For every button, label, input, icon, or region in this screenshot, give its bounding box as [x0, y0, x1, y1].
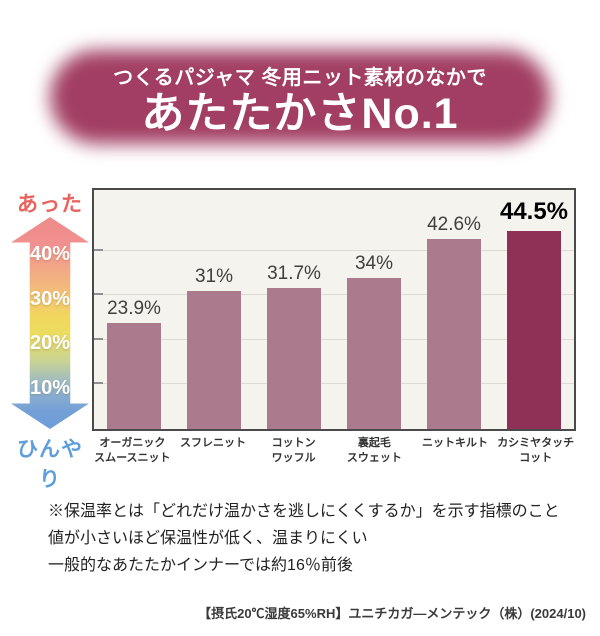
axis-tick-label: 30% [29, 288, 71, 310]
axis-tick [94, 382, 103, 384]
category-label: ニットキルト [422, 437, 489, 449]
footnote-line: 一般的なあたたかインナーでは約16％前後 [48, 557, 353, 574]
axis-tick-label: 40% [29, 243, 71, 265]
axis-arrow: 40% 30% 20% 10% [11, 217, 89, 429]
bar-column: 31.7% [254, 190, 334, 429]
bar [107, 323, 161, 429]
bar-value-label: 31.7% [267, 263, 321, 284]
banner-subtitle: つくるパジャマ 冬用ニット素材のなかで [113, 67, 487, 89]
banner-background [50, 50, 550, 144]
bar-value-label: 34% [354, 253, 394, 274]
category-label: スフレニット [180, 437, 246, 449]
banner-title: あたたかさNo.1 [141, 90, 459, 138]
axis-tick-label: 20% [29, 332, 71, 354]
bar [427, 239, 481, 429]
footnote-line: ※保温率とは「どれだけ温かさを逃しにくくするか」を示す指標のこと [48, 503, 560, 520]
bar-column: 42.6% [414, 190, 494, 429]
plot-area: 23.9% 31% 31.7% 34% 42.6% 44.5% [92, 188, 576, 431]
category-label: カシミヤタッチ コット [497, 437, 575, 464]
category-row: オーガニック スムースニット スフレニット コットン ワッフル 裏起毛 スウェット ニットキル… [92, 436, 576, 466]
bar-value-label: 23.9% [107, 298, 161, 319]
gridline [94, 294, 574, 295]
gridline [94, 339, 574, 340]
category-label: コットン ワッフル [271, 437, 316, 464]
category-label: オーガニック スムースニット [94, 437, 171, 464]
bar [267, 288, 321, 429]
axis-cool-label: ひんやり [17, 438, 83, 491]
gridline [94, 383, 574, 384]
bar [187, 291, 241, 429]
bars-row: 23.9% 31% 31.7% 34% 42.6% 44.5% [94, 190, 574, 429]
footnote-line: 値が小さいほど保温性が低く、温まりにくい [48, 530, 368, 547]
bar [507, 231, 561, 429]
bar-value-label: 42.6% [427, 214, 481, 235]
footnote: ※保温率とは「どれだけ温かさを逃しにくくするか」を示す指標のこと 値が小さいほど… [48, 498, 560, 579]
bar-value-label: 31% [194, 266, 234, 287]
source-note: 【摂氏20℃湿度65%RH】ユニチカガ―メンテック（株）(2024/10) [198, 606, 586, 621]
bar [347, 278, 401, 429]
axis-tick [94, 338, 103, 340]
bar-column: 23.9% [94, 190, 174, 429]
title-banner: つくるパジャマ 冬用ニット素材のなかで あたたかさNo.1 [50, 50, 550, 144]
bar-value-label: 44.5% [499, 198, 569, 225]
banner-text: つくるパジャマ 冬用ニット素材のなかで あたたかさNo.1 [50, 50, 550, 139]
bar-column: 44.5% [494, 190, 574, 429]
gridline [94, 250, 574, 251]
bar-column: 31% [174, 190, 254, 429]
axis-tick [94, 293, 103, 295]
axis-tick-label: 10% [29, 377, 71, 399]
bar-column: 34% [334, 190, 414, 429]
category-label: 裏起毛 スウェット [346, 437, 402, 464]
axis-tick [94, 249, 103, 251]
